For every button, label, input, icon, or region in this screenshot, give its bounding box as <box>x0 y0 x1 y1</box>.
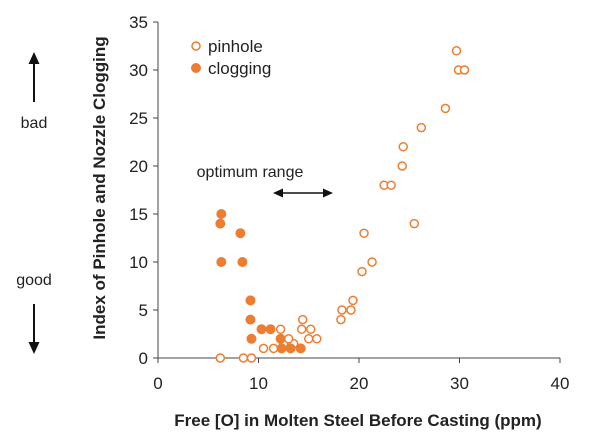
legend-marker-pinhole <box>191 41 201 51</box>
legend-label-pinhole: pinhole <box>208 37 263 56</box>
pinhole-point <box>398 142 408 152</box>
legend-label-clogging: clogging <box>208 59 271 78</box>
good-arrowhead-icon <box>28 342 40 354</box>
pinhole-point <box>258 343 269 354</box>
clogging-point <box>285 343 296 354</box>
label-good: good <box>16 272 52 289</box>
y-tick-label: 35 <box>129 13 148 32</box>
pinhole-point <box>348 295 358 306</box>
x-tick-group: 0 10 20 30 40 <box>153 358 569 393</box>
pinhole-point <box>283 334 294 344</box>
y-tick-label: 25 <box>129 109 148 128</box>
clogging-point <box>256 324 267 335</box>
y-tick-label: 0 <box>139 349 148 368</box>
x-tick-label: 20 <box>350 374 369 393</box>
x-axis-title: Free [O] in Molten Steel Before Casting … <box>174 411 541 430</box>
clogging-point <box>237 257 248 267</box>
annotation-bad: bad <box>21 52 48 132</box>
clogging-point <box>245 295 256 306</box>
pinhole-point <box>346 305 356 315</box>
pinhole-point <box>367 257 377 267</box>
y-tick-label: 20 <box>129 157 148 176</box>
clogging-point <box>246 333 257 344</box>
clogging-point <box>275 333 286 344</box>
clogging-point <box>295 343 306 354</box>
data-points <box>215 46 470 363</box>
pinhole-point <box>312 334 322 344</box>
clogging-point <box>245 314 256 325</box>
legend-marker-clogging <box>191 63 201 73</box>
y-tick-label: 15 <box>129 205 148 224</box>
y-tick-label: 30 <box>129 61 148 80</box>
x-tick-label: 30 <box>450 374 469 393</box>
y-tick-group: 0 5 10 15 20 25 30 35 <box>129 13 158 368</box>
pinhole-point <box>296 324 307 334</box>
clogging-point <box>265 324 276 335</box>
pinhole-point <box>246 353 257 363</box>
pinhole-point <box>238 353 249 363</box>
pinhole-point <box>459 65 470 75</box>
pinhole-point <box>306 324 316 334</box>
y-tick-label: 5 <box>139 301 148 320</box>
bad-arrowhead-icon <box>28 52 40 64</box>
label-bad: bad <box>21 115 48 132</box>
pinhole-point <box>409 218 420 229</box>
annotation-good: good <box>16 272 52 354</box>
pinhole-point <box>215 353 226 363</box>
x-tick-label: 0 <box>153 374 162 393</box>
legend: pinhole clogging <box>191 37 271 78</box>
pinhole-point <box>275 324 286 334</box>
pinhole-point <box>304 334 314 344</box>
optimum-arrowhead-right-icon <box>323 188 333 198</box>
pinhole-point <box>359 228 369 238</box>
pinhole-point <box>337 305 347 315</box>
clogging-point <box>216 257 227 267</box>
pinhole-point <box>336 314 346 325</box>
pinhole-point <box>451 46 462 56</box>
pinhole-point <box>268 343 279 354</box>
clogging-point <box>276 343 287 354</box>
clogging-point <box>235 228 246 239</box>
clogging-point <box>216 209 227 219</box>
pinhole-point <box>440 103 451 114</box>
optimum-arrowhead-left-icon <box>273 188 283 198</box>
pinhole-point <box>297 314 308 325</box>
pinhole-point <box>386 180 396 190</box>
clogging-point <box>215 218 226 229</box>
x-tick-label: 10 <box>249 374 268 393</box>
label-optimum-range: optimum range <box>197 164 304 181</box>
x-tick-label: 40 <box>551 374 570 393</box>
pinhole-point <box>416 122 427 133</box>
y-tick-label: 10 <box>129 253 148 272</box>
pinhole-point <box>397 161 407 171</box>
pinhole-point <box>357 266 367 277</box>
y-axis-title: Index of Pinhole and Nozzle Clogging <box>90 36 109 339</box>
annotation-optimum: optimum range <box>197 164 333 198</box>
